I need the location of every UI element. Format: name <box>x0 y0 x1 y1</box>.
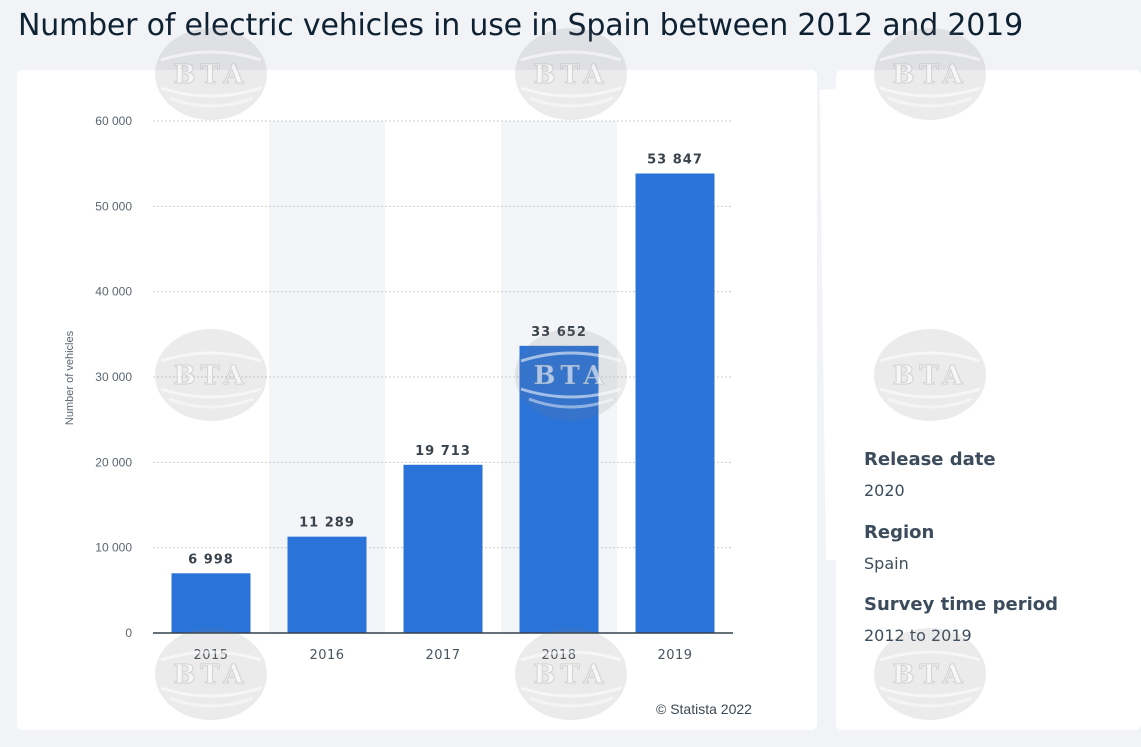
bar <box>635 173 715 633</box>
y-tick-label: 0 <box>125 626 132 640</box>
y-tick-label: 30 000 <box>95 370 132 384</box>
chart-card: 0 10 000 20 000 30 000 40 000 50 000 60 000 6 9… <box>17 70 817 730</box>
x-tick-label: 2017 <box>425 648 460 663</box>
region-value: Spain <box>864 554 909 573</box>
survey-period-value: 2012 to 2019 <box>864 626 972 645</box>
bar-chart: 0 10 000 20 000 30 000 40 000 50 000 60 000 6 9… <box>64 114 733 663</box>
y-tick-label: 40 000 <box>95 285 132 299</box>
y-tick-label: 10 000 <box>95 541 132 555</box>
bar <box>519 345 599 633</box>
data-label: 53 847 <box>647 153 703 168</box>
redaction-scribble <box>754 86 1141 560</box>
data-label: 11 289 <box>299 516 355 531</box>
data-label: 33 652 <box>531 325 587 340</box>
survey-period-label: Survey time period <box>864 594 1058 615</box>
bar <box>403 464 483 633</box>
data-label: 6 998 <box>188 552 234 567</box>
bar <box>171 573 251 633</box>
region-label: Region <box>864 522 935 543</box>
bar <box>287 536 367 633</box>
data-label: 19 713 <box>415 444 471 459</box>
release-date-label: Release date <box>864 449 996 470</box>
release-date-value: 2020 <box>864 481 905 500</box>
x-tick-label: 2015 <box>193 648 228 663</box>
x-tick-label: 2016 <box>309 648 344 663</box>
y-tick-label: 60 000 <box>95 114 132 128</box>
x-tick-label: 2019 <box>657 648 692 663</box>
page-title: Number of electric vehicles in use in Sp… <box>18 8 1023 43</box>
y-tick-label: 50 000 <box>95 199 132 213</box>
y-axis-title: Number of vehicles <box>64 330 76 425</box>
statista-credit[interactable]: © Statista 2022 <box>656 701 752 717</box>
y-tick-label: 20 000 <box>95 455 132 469</box>
x-tick-label: 2018 <box>541 648 576 663</box>
